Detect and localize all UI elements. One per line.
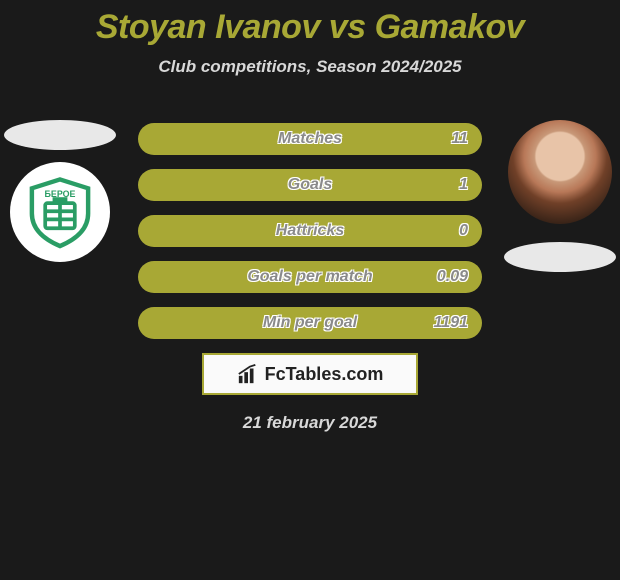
stat-row-goals: Goals 1 xyxy=(138,169,482,201)
left-ellipse-shadow xyxy=(4,120,116,150)
stat-label: Goals per match xyxy=(247,268,372,286)
stat-row-matches: Matches 11 xyxy=(138,123,482,155)
brand-badge[interactable]: FcTables.com xyxy=(202,353,418,395)
stat-label: Min per goal xyxy=(263,314,357,332)
club-logo-icon: БЕРОЕ xyxy=(23,175,97,249)
stat-value: 11 xyxy=(451,130,468,148)
stats-list: Matches 11 Goals 1 Hattricks 0 Goals per… xyxy=(138,123,482,433)
stat-label: Hattricks xyxy=(276,222,344,240)
left-player-column: БЕРОЕ xyxy=(0,120,120,262)
right-player-photo xyxy=(508,120,612,224)
stat-value: 0.09 xyxy=(437,268,468,286)
left-club-badge: БЕРОЕ xyxy=(10,162,110,262)
stat-value: 1 xyxy=(459,176,468,194)
stat-value: 1191 xyxy=(434,314,468,332)
page-title: Stoyan Ivanov vs Gamakov xyxy=(0,0,620,47)
right-player-column xyxy=(500,120,620,272)
stat-row-hattricks: Hattricks 0 xyxy=(138,215,482,247)
stat-row-min-per-goal: Min per goal 1191 xyxy=(138,307,482,339)
stat-label: Goals xyxy=(288,176,332,194)
date-text: 21 february 2025 xyxy=(138,413,482,433)
stat-value: 0 xyxy=(459,222,468,240)
right-ellipse-shadow xyxy=(504,242,616,272)
chart-icon xyxy=(237,363,259,385)
stat-row-goals-per-match: Goals per match 0.09 xyxy=(138,261,482,293)
stat-label: Matches xyxy=(278,130,342,148)
subtitle: Club competitions, Season 2024/2025 xyxy=(0,57,620,77)
brand-text: FcTables.com xyxy=(265,364,384,385)
